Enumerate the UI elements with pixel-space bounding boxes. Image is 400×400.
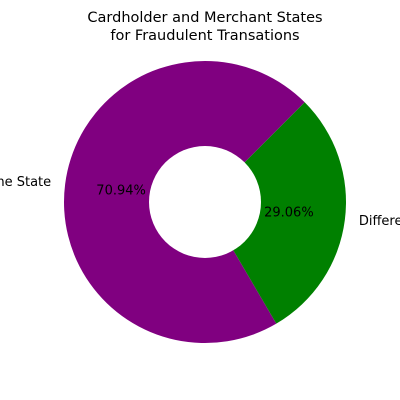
slice-percent-0: 70.94%: [96, 184, 146, 199]
labels-group: Same State 70.94% Different State 29.06%: [0, 175, 400, 229]
slice-label-1: Different State: [359, 214, 400, 229]
slice-percent-1: 29.06%: [264, 205, 314, 220]
chart-title-line-1: Cardholder and Merchant States: [87, 10, 322, 26]
donut-hole: [149, 146, 261, 258]
slice-label-0: Same State: [0, 175, 51, 190]
chart-title-line-2: for Fraudulent Transations: [110, 28, 299, 44]
slice-different-state: [205, 102, 346, 324]
